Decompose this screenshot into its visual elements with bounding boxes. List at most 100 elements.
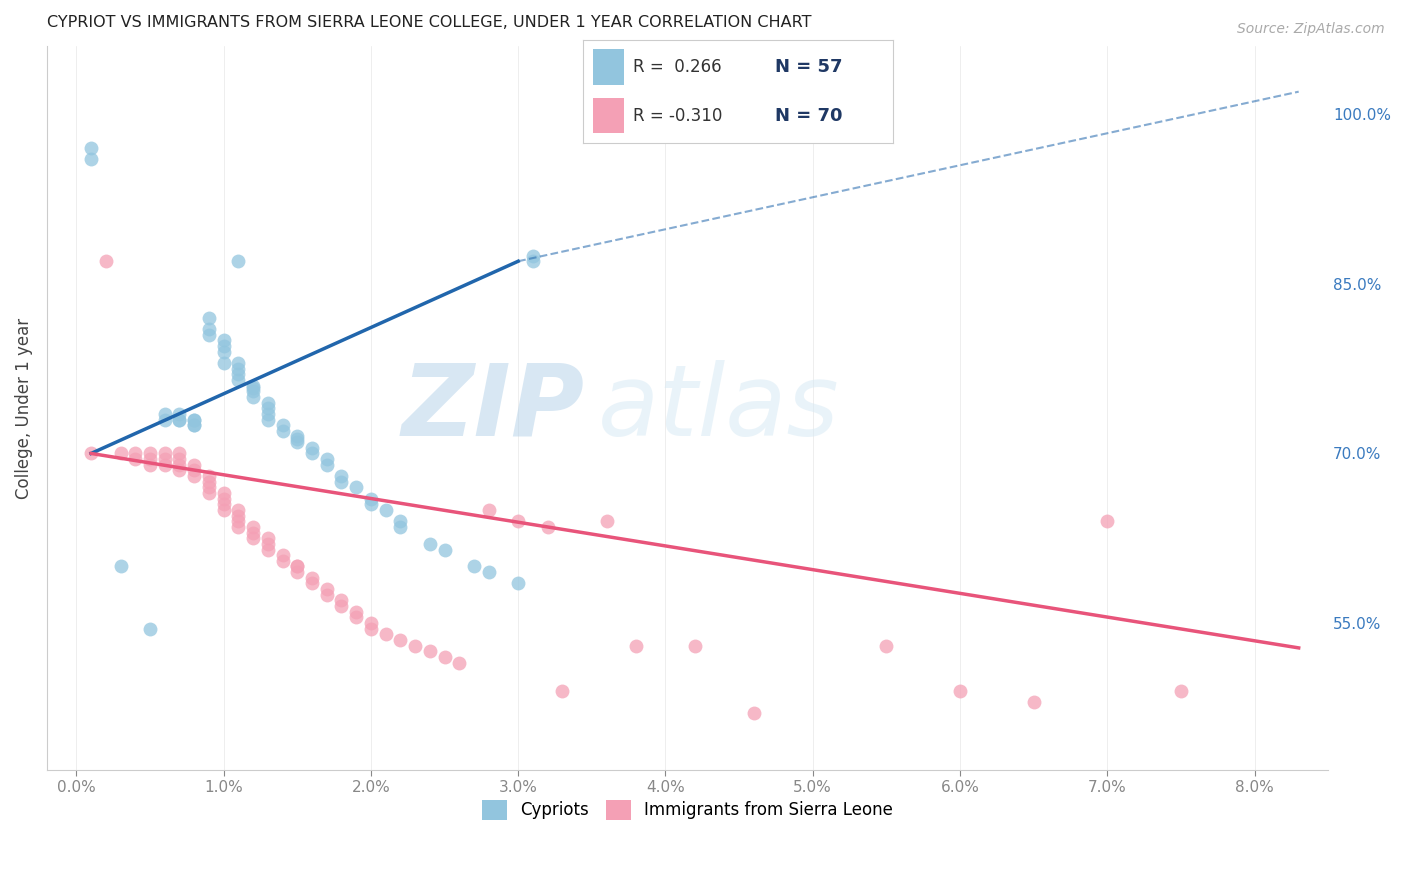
Point [169, 446, 191, 460]
Point [94, 254, 117, 268]
Point [153, 452, 176, 467]
Point [183, 458, 205, 472]
Point [285, 435, 308, 450]
Point [212, 334, 235, 348]
Point [153, 446, 176, 460]
Point [228, 520, 250, 534]
Point [551, 684, 574, 698]
Point [330, 469, 353, 483]
Point [169, 458, 191, 472]
Point [169, 407, 191, 421]
Point [212, 497, 235, 511]
Point [139, 622, 162, 636]
Point [271, 418, 294, 433]
Point [110, 446, 132, 460]
Point [198, 475, 221, 489]
FancyBboxPatch shape [593, 97, 624, 134]
Point [1170, 684, 1192, 698]
Point [212, 491, 235, 506]
Point [228, 503, 250, 517]
Point [212, 356, 235, 370]
Point [315, 458, 337, 472]
Point [330, 593, 353, 607]
Y-axis label: College, Under 1 year: College, Under 1 year [15, 318, 32, 499]
Point [256, 542, 278, 557]
Point [536, 520, 558, 534]
Point [360, 497, 382, 511]
Point [389, 514, 412, 528]
Point [742, 706, 765, 721]
Point [242, 378, 264, 392]
Text: R = -0.310: R = -0.310 [633, 106, 723, 125]
Point [212, 486, 235, 500]
Point [228, 508, 250, 523]
Point [256, 412, 278, 426]
Point [285, 429, 308, 443]
Point [228, 254, 250, 268]
Point [242, 531, 264, 545]
Point [80, 141, 103, 155]
Point [169, 412, 191, 426]
Text: R =  0.266: R = 0.266 [633, 58, 721, 77]
Text: ZIP: ZIP [402, 359, 585, 457]
Point [242, 390, 264, 404]
Point [449, 656, 471, 670]
Point [478, 503, 501, 517]
Point [198, 327, 221, 342]
Point [1097, 514, 1119, 528]
Text: Source: ZipAtlas.com: Source: ZipAtlas.com [1237, 22, 1385, 37]
Point [389, 520, 412, 534]
Point [330, 475, 353, 489]
Point [212, 503, 235, 517]
Point [344, 480, 367, 494]
Point [271, 554, 294, 568]
Point [301, 576, 323, 591]
Point [153, 412, 176, 426]
Point [315, 452, 337, 467]
Text: atlas: atlas [598, 359, 839, 457]
Point [404, 639, 426, 653]
Point [419, 537, 441, 551]
Point [198, 480, 221, 494]
Point [330, 599, 353, 613]
Point [183, 418, 205, 433]
Point [124, 452, 146, 467]
Point [110, 559, 132, 574]
Point [80, 153, 103, 167]
Text: CYPRIOT VS IMMIGRANTS FROM SIERRA LEONE COLLEGE, UNDER 1 YEAR CORRELATION CHART: CYPRIOT VS IMMIGRANTS FROM SIERRA LEONE … [46, 15, 811, 30]
Point [595, 514, 617, 528]
Legend: Cypriots, Immigrants from Sierra Leone: Cypriots, Immigrants from Sierra Leone [475, 793, 900, 827]
Point [256, 537, 278, 551]
Point [301, 446, 323, 460]
Point [301, 571, 323, 585]
Point [242, 381, 264, 395]
Point [169, 463, 191, 477]
Point [169, 412, 191, 426]
Point [228, 356, 250, 370]
Point [169, 452, 191, 467]
Point [624, 639, 647, 653]
Point [522, 249, 544, 263]
Point [522, 254, 544, 268]
Point [285, 432, 308, 446]
Point [360, 622, 382, 636]
Point [374, 503, 396, 517]
Point [478, 565, 501, 579]
Point [374, 627, 396, 641]
Point [139, 452, 162, 467]
Point [139, 446, 162, 460]
Point [256, 395, 278, 409]
Point [198, 469, 221, 483]
Point [508, 514, 530, 528]
Point [508, 576, 530, 591]
Point [949, 684, 972, 698]
Point [285, 559, 308, 574]
Point [433, 649, 456, 664]
Point [242, 384, 264, 399]
Point [183, 418, 205, 433]
Point [315, 588, 337, 602]
Point [256, 407, 278, 421]
Point [419, 644, 441, 658]
Point [228, 373, 250, 387]
Point [198, 486, 221, 500]
